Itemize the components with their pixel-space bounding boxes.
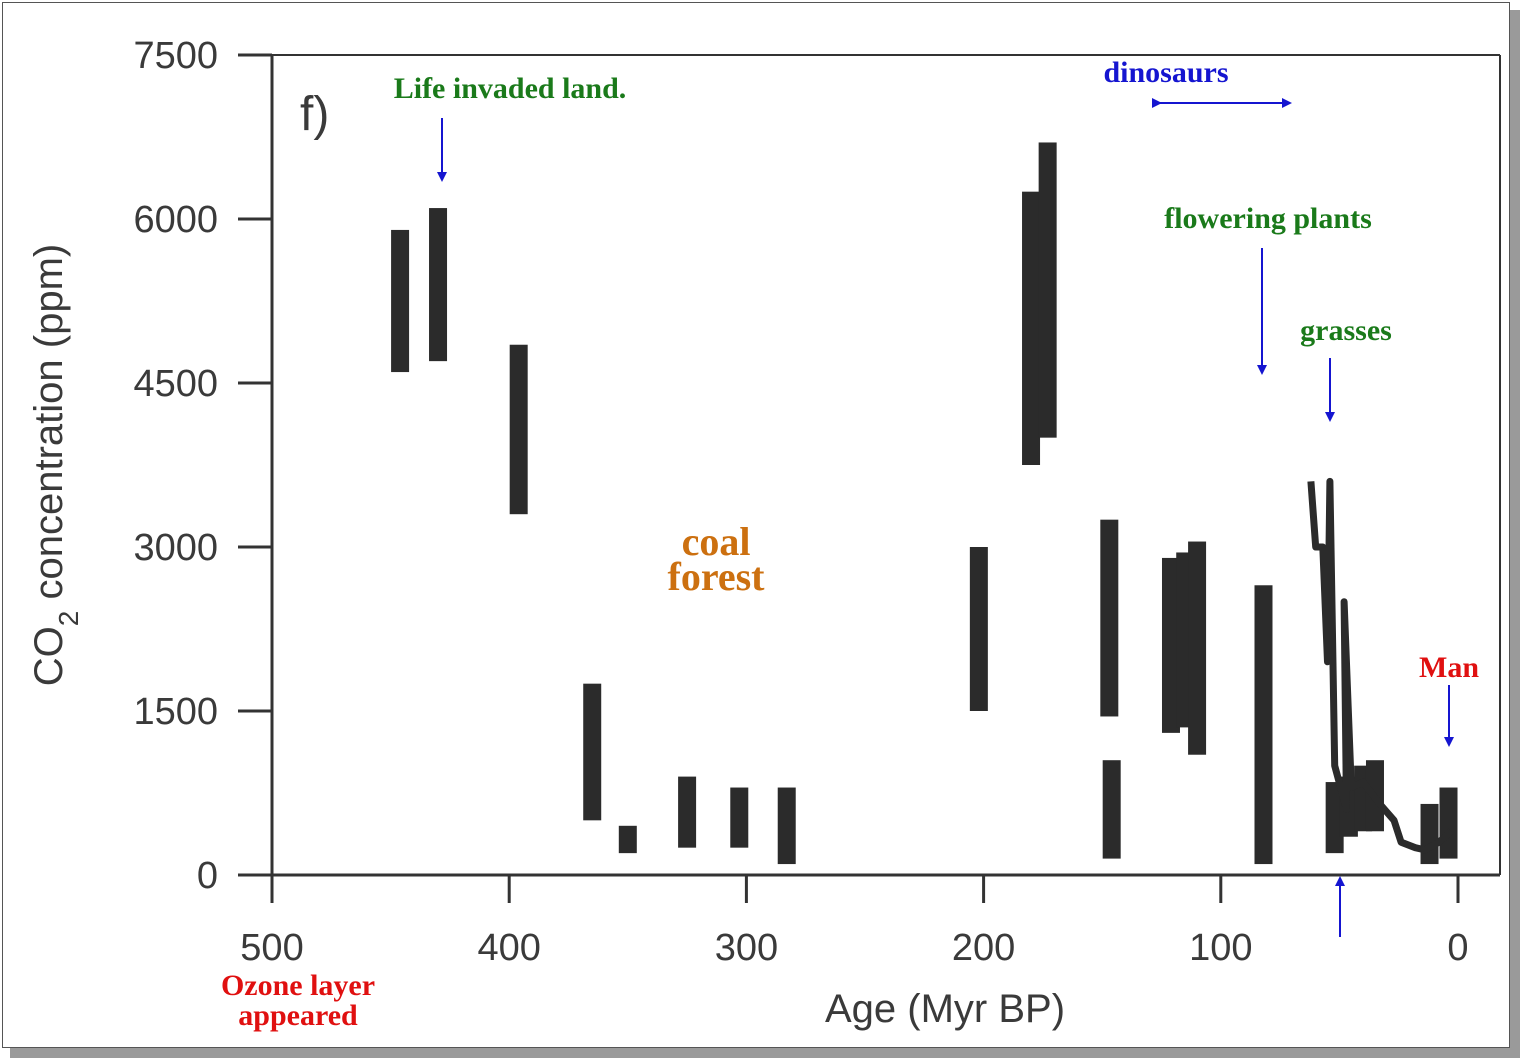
y-tick-label: 4500	[133, 363, 218, 405]
x-tick-label: 500	[240, 927, 303, 969]
co2-range-bar	[1100, 519, 1119, 717]
co2-range-bar	[1325, 782, 1344, 854]
x-tick-label: 100	[1189, 927, 1252, 969]
y-axis-title: CO2 concentration (ppm)	[27, 244, 84, 686]
co2-range-bar	[678, 776, 697, 848]
co2-range-bar	[777, 787, 796, 865]
annotation-man: Man	[1419, 651, 1479, 684]
co2-range-bar	[1102, 760, 1121, 859]
y-axis-title-main: CO	[27, 626, 71, 686]
co2-range-bar	[583, 683, 602, 821]
co2-range-bar	[730, 787, 749, 848]
annotation-life-invaded-land: Life invaded land.	[394, 72, 627, 105]
co2-range-bar	[1038, 142, 1057, 438]
axes: 0 1500 3000 4500 6000 7500 500 400 300 200 100 0	[133, 35, 1500, 969]
annotation-grasses: grasses	[1300, 314, 1392, 347]
co2-range-bar	[429, 208, 448, 362]
annotation-dinosaurs: dinosaurs	[1103, 56, 1228, 89]
annotation-flowering-plants: flowering plants	[1164, 202, 1372, 235]
y-tick-label: 7500	[133, 35, 218, 77]
x-tick-label: 400	[477, 927, 540, 969]
y-tick-label: 0	[197, 855, 218, 897]
co2-range-bar	[618, 825, 637, 854]
annotation-forest: forest	[668, 554, 766, 599]
co2-range-bar	[391, 229, 410, 373]
co2-range-bar	[1188, 541, 1207, 755]
x-axis-title: Age (Myr BP)	[825, 987, 1065, 1031]
y-axis-title-subscript: 2	[53, 611, 84, 627]
co2-range-bar	[1161, 557, 1180, 733]
data-marks	[391, 142, 1458, 865]
x-tick-label: 200	[952, 927, 1015, 969]
y-axis-title-rest: concentration (ppm)	[27, 244, 71, 611]
y-tick-label: 1500	[133, 691, 218, 733]
y-tick-label: 3000	[133, 527, 218, 569]
co2-trace-line	[1307, 477, 1454, 854]
co2-range-bar	[1420, 803, 1439, 865]
x-tick-label: 0	[1447, 927, 1468, 969]
y-tick-label: 6000	[133, 199, 218, 241]
co2-range-bar	[1254, 585, 1273, 865]
annotation-coal: coal	[682, 519, 751, 564]
annotation-ozone-layer: Ozone layer	[221, 969, 375, 1002]
annotation-appeared: appeared	[238, 999, 358, 1032]
co2-range-bar	[1439, 787, 1458, 859]
co2-range-bar	[509, 344, 528, 515]
x-tick-label: 300	[715, 927, 778, 969]
co2-range-bar	[1022, 191, 1041, 465]
panel-label: f)	[300, 88, 329, 141]
co2-range-bar	[969, 547, 988, 711]
